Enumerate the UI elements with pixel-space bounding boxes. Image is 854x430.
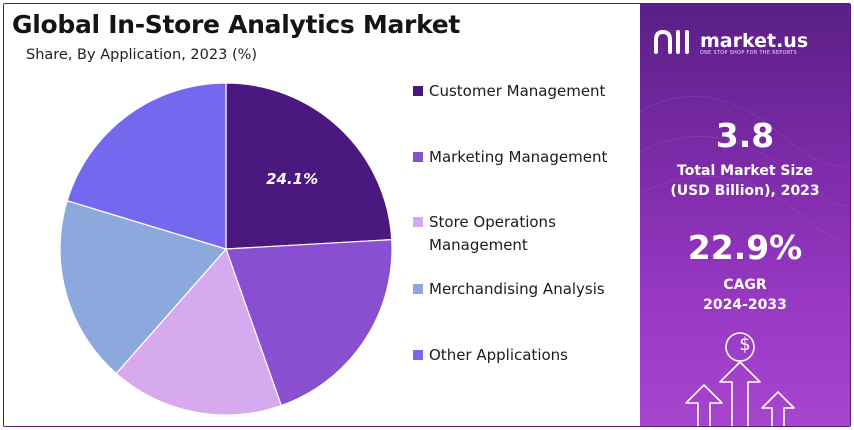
- legend-label: Marketing Management: [429, 148, 608, 166]
- chart-subtitle: Share, By Application, 2023 (%): [26, 47, 258, 63]
- brand: market.us: [652, 26, 808, 56]
- market-size-label-1: Total Market Size: [677, 163, 813, 179]
- pie-slice-marketing-management: [225, 238, 393, 407]
- legend-item-other-applications: Other Applications: [413, 344, 629, 367]
- brand-name: market.us: [700, 30, 809, 52]
- growth-arrows-icon: [685, 361, 795, 426]
- legend-label: Customer Management: [429, 82, 606, 100]
- legend-swatch: [413, 152, 423, 162]
- pie-slice-other-applications: [66, 82, 227, 250]
- summary-panel: market.us ONE STOP SHOP FOR THE REPORTS …: [640, 4, 850, 426]
- legend-label: Merchandising Analysis: [429, 280, 605, 298]
- legend-item-merchandising-analysis: Merchandising Analysis: [413, 278, 629, 301]
- market-us-logo-icon: [654, 29, 689, 54]
- legend-swatch: [413, 350, 423, 360]
- cagr-value: 22.9%: [687, 228, 803, 267]
- pie-slice-customer-management: [225, 82, 393, 250]
- chart-title: Global In-Store Analytics Market: [12, 10, 461, 39]
- dollar-circle-icon: [725, 332, 755, 362]
- cagr-label-2: 2024-2033: [703, 297, 787, 313]
- legend-item-marketing-management: Marketing Management: [413, 146, 629, 169]
- cagr-label-1: CAGR: [723, 277, 767, 293]
- legend-item-customer-management: Customer Management: [413, 80, 629, 103]
- pie-chart: 24.1%: [59, 82, 393, 416]
- legend-swatch: [413, 86, 423, 96]
- pie-slice-merchandising-analysis: [59, 199, 228, 375]
- panel-decoration: [640, 95, 850, 426]
- market-size-value: 3.8: [715, 116, 775, 155]
- legend-swatch: [413, 284, 423, 294]
- legend-item-store-operations: Store Operations Management: [413, 211, 599, 257]
- legend-swatch: [413, 217, 423, 227]
- brand-tagline: ONE STOP SHOP FOR THE REPORTS: [700, 51, 798, 56]
- pie-data-label: 24.1%: [266, 170, 318, 188]
- chart-frame: [3, 3, 851, 427]
- dollar-symbol: $: [739, 334, 751, 355]
- legend-label: Other Applications: [429, 346, 568, 364]
- pie-slice-store-operations-management: [115, 247, 283, 416]
- market-size-label-2: (USD Billion), 2023: [670, 183, 820, 199]
- legend-label: Store Operations Management: [429, 213, 556, 254]
